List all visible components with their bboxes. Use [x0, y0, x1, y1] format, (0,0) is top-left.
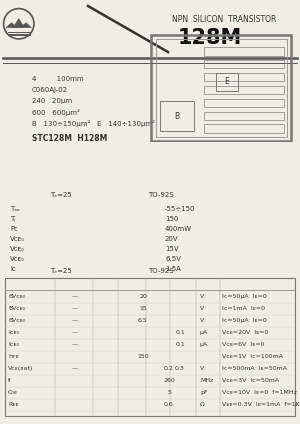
Text: Iᴄ=50μA  Iᴇ=0: Iᴄ=50μA Iᴇ=0 — [222, 318, 267, 323]
Bar — [160, 101, 194, 131]
Text: 6.5: 6.5 — [138, 318, 148, 323]
Text: 0.1: 0.1 — [175, 330, 185, 335]
Text: Tⱼ: Tⱼ — [10, 216, 16, 222]
Text: STC128M  H128M: STC128M H128M — [32, 134, 107, 143]
Bar — [204, 112, 284, 120]
Polygon shape — [20, 23, 32, 28]
Polygon shape — [6, 23, 17, 28]
Text: μA: μA — [200, 330, 208, 335]
Text: -55÷150: -55÷150 — [165, 206, 196, 212]
Text: 15V: 15V — [165, 246, 178, 252]
Text: 4         100mm: 4 100mm — [32, 76, 84, 82]
Text: 5: 5 — [167, 390, 171, 395]
Text: C₀ᴇ: C₀ᴇ — [8, 390, 18, 395]
Text: Tₑ=25: Tₑ=25 — [50, 268, 72, 274]
Text: μA: μA — [200, 342, 208, 347]
Text: pF: pF — [200, 390, 208, 395]
Text: Iᴄ=500mA  Iᴇ=50mA: Iᴄ=500mA Iᴇ=50mA — [222, 366, 287, 371]
Bar — [204, 60, 284, 68]
Text: E: E — [225, 78, 229, 86]
Text: Vᴇᴇ=0.3V  Iᴇ=1mA  f=1KHz: Vᴇᴇ=0.3V Iᴇ=1mA f=1KHz — [222, 402, 300, 407]
Text: V: V — [200, 306, 204, 311]
Text: 150: 150 — [137, 354, 149, 359]
Text: Iᴄ: Iᴄ — [10, 266, 16, 272]
Text: Vᴄᴇ=1V  Iᴄ=100mA: Vᴄᴇ=1V Iᴄ=100mA — [222, 354, 283, 359]
Text: Vᴄᴇ₀: Vᴄᴇ₀ — [10, 246, 25, 252]
Text: 0.3: 0.3 — [175, 366, 185, 371]
Bar — [204, 86, 284, 94]
Text: 1.5A: 1.5A — [165, 266, 181, 272]
Text: Vᴄᴇ=20V  Iᴇ=0: Vᴄᴇ=20V Iᴇ=0 — [222, 330, 268, 335]
Text: BVᴄᴇ₀: BVᴄᴇ₀ — [8, 318, 26, 323]
Text: 20V: 20V — [165, 236, 178, 242]
Text: —: — — [72, 366, 78, 371]
Text: Vᴄᴇ=6V  Iᴇ=0: Vᴄᴇ=6V Iᴇ=0 — [222, 342, 264, 347]
Text: V: V — [200, 294, 204, 299]
Text: C060AJ-02: C060AJ-02 — [32, 87, 68, 93]
Text: 6.5V: 6.5V — [165, 256, 181, 262]
Text: Vᴄᴇ(sat): Vᴄᴇ(sat) — [8, 366, 33, 371]
Text: —: — — [72, 294, 78, 299]
Bar — [204, 99, 284, 107]
Bar — [5, 278, 295, 416]
Text: 150: 150 — [165, 216, 178, 222]
Text: MHz: MHz — [200, 378, 213, 383]
Text: 15: 15 — [139, 306, 147, 311]
Text: B: B — [175, 112, 180, 121]
Text: Vᴄᴇ=10V  Iᴇ=0  f=1MHz: Vᴄᴇ=10V Iᴇ=0 f=1MHz — [222, 390, 297, 395]
Text: —: — — [72, 342, 78, 347]
Text: TO-92S: TO-92S — [148, 192, 174, 198]
Text: TO-92S: TO-92S — [148, 268, 174, 274]
Text: Vᴄᴇ₀: Vᴄᴇ₀ — [10, 236, 25, 242]
Text: Iᴄᴇ₀: Iᴄᴇ₀ — [8, 342, 19, 347]
Bar — [216, 73, 238, 91]
Text: NPN  SILICON  TRANSISTOR: NPN SILICON TRANSISTOR — [172, 15, 276, 24]
Text: 0.6: 0.6 — [164, 402, 174, 407]
Text: Iᴄᴇ₀: Iᴄᴇ₀ — [8, 330, 19, 335]
Bar — [204, 125, 284, 133]
Text: Tₐₐ: Tₐₐ — [10, 206, 20, 212]
Text: Pᴄ: Pᴄ — [10, 226, 18, 232]
Text: Vᴄᴇ₀: Vᴄᴇ₀ — [10, 256, 25, 262]
Text: Ω: Ω — [200, 402, 205, 407]
Text: V: V — [200, 318, 204, 323]
Text: fₜ: fₜ — [8, 378, 12, 383]
Text: V: V — [200, 366, 204, 371]
Text: Iᴄ=1mA  Iᴇ=0: Iᴄ=1mA Iᴇ=0 — [222, 306, 265, 311]
Bar — [204, 73, 284, 81]
Text: Tₑ=25: Tₑ=25 — [50, 192, 72, 198]
Text: Vᴄᴇ=3V  Iᴄ=50mA: Vᴄᴇ=3V Iᴄ=50mA — [222, 378, 279, 383]
Text: —: — — [72, 330, 78, 335]
Text: Iᴄ=50μA  Iᴇ=0: Iᴄ=50μA Iᴇ=0 — [222, 294, 267, 299]
Text: 0.2: 0.2 — [164, 366, 174, 371]
Text: —: — — [72, 306, 78, 311]
Text: Rᴇᴇ: Rᴇᴇ — [8, 402, 19, 407]
Bar — [204, 47, 284, 56]
Text: 400mW: 400mW — [165, 226, 192, 232]
Text: BVᴄᴇ₀: BVᴄᴇ₀ — [8, 306, 26, 311]
Text: 600   600μm²: 600 600μm² — [32, 109, 80, 116]
Text: —: — — [72, 318, 78, 323]
Polygon shape — [13, 19, 24, 28]
Text: 0.1: 0.1 — [175, 342, 185, 347]
Text: 240   20μm: 240 20μm — [32, 98, 72, 104]
Text: 260: 260 — [163, 378, 175, 383]
Text: 20: 20 — [139, 294, 147, 299]
Text: B   130÷150μm²   E   140÷130μm²: B 130÷150μm² E 140÷130μm² — [32, 120, 155, 127]
Text: 128M: 128M — [178, 28, 242, 48]
Text: hᴛᴇ: hᴛᴇ — [8, 354, 19, 359]
Text: BVᴄᴇ₀: BVᴄᴇ₀ — [8, 294, 26, 299]
